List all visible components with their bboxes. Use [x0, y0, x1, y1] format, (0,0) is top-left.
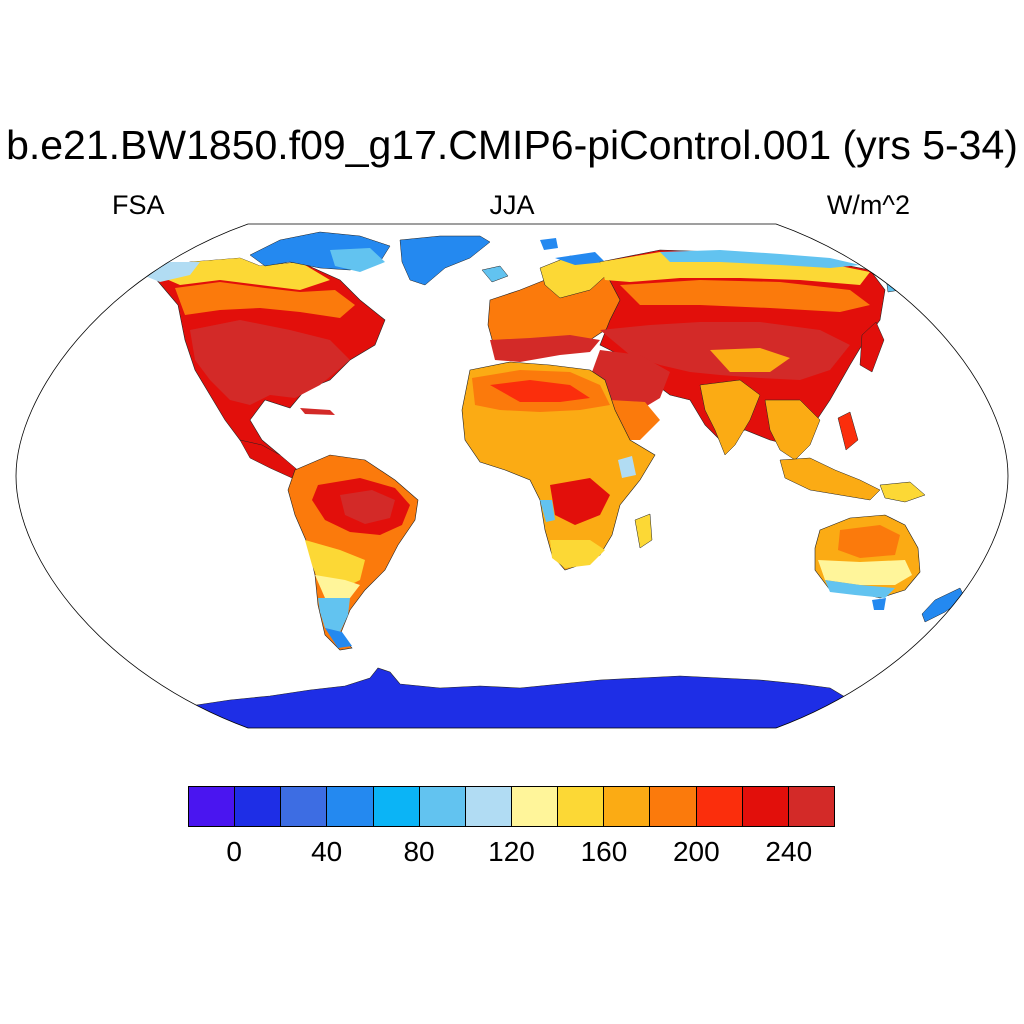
season-label: JJA	[489, 190, 535, 220]
patagonia-blue	[318, 598, 350, 632]
europe-south	[490, 335, 600, 362]
australia-hot	[838, 525, 900, 558]
colorbar-swatch	[189, 787, 236, 826]
siberia-north	[600, 252, 870, 285]
colorbar-swatch	[281, 787, 328, 826]
iceland	[481, 265, 509, 283]
colorbar	[188, 786, 835, 827]
north-america-south	[190, 320, 350, 405]
colorbar-tick-label: 0	[226, 836, 242, 867]
north-america-mid	[175, 282, 355, 318]
indonesia	[779, 457, 881, 501]
patagonia-tip	[325, 628, 352, 648]
alaska-pale	[140, 262, 200, 282]
colorbar-swatch	[650, 787, 697, 826]
south-america-pale	[315, 575, 360, 598]
africa-southwest-blue	[540, 500, 555, 522]
philippines	[837, 411, 859, 451]
new-zealand	[921, 587, 966, 623]
kamchatka	[884, 261, 906, 293]
colorbar-tick-labels: 0 40 80 120 160 200 240	[0, 836, 1024, 876]
sahara-hot	[490, 380, 590, 402]
colorbar-swatch	[742, 787, 789, 826]
tibet	[710, 348, 790, 372]
caribbean-islands	[300, 408, 335, 415]
scandinavia-north	[555, 252, 605, 265]
ethiopian-highlands	[618, 456, 636, 478]
africa-central-hot	[550, 478, 610, 525]
southeast-asia	[764, 399, 821, 461]
india	[699, 379, 761, 456]
amazon-core	[340, 490, 395, 524]
africa-south	[550, 540, 605, 568]
colorbar-tick-label: 80	[403, 836, 435, 867]
antarctica-region	[169, 667, 851, 728]
colorbar-swatch	[696, 787, 743, 826]
variable-label: FSA	[112, 190, 165, 220]
map-title: b.e21.BW1850.f09_g17.CMIP6-piControl.001…	[6, 122, 1018, 168]
siberia-coast	[660, 250, 860, 268]
colorbar-tick-label: 200	[672, 836, 720, 867]
colorbar-tick-label: 120	[488, 836, 535, 867]
colorbar-swatch	[465, 787, 512, 826]
map-fields	[140, 231, 966, 728]
new-guinea	[879, 481, 926, 503]
australia-south-blue	[825, 580, 895, 598]
australia-south-pale	[818, 560, 912, 585]
siberia-mid	[620, 280, 870, 312]
tasmania	[872, 598, 886, 610]
central-america	[239, 439, 301, 479]
units-label: W/m^2	[826, 190, 910, 220]
colorbar-tick-label: 240	[765, 836, 813, 867]
colorbar-swatch	[511, 787, 559, 826]
colorbar-swatch	[373, 787, 420, 826]
japan	[859, 321, 885, 373]
colorbar-swatch	[419, 787, 466, 826]
colorbar-tick-label: 160	[580, 836, 628, 867]
colorbar-swatch	[788, 787, 834, 826]
svalbard	[540, 238, 558, 250]
map-outline	[15, 223, 1009, 729]
colorbar-swatch	[235, 787, 282, 826]
colorbar-swatch	[604, 787, 651, 826]
colorbar-swatch	[327, 787, 374, 826]
madagascar	[634, 513, 653, 549]
greenland	[399, 235, 491, 286]
colorbar-swatch	[558, 787, 605, 826]
colorbar-tick-label: 40	[311, 836, 343, 867]
arctic-islands-light	[330, 248, 385, 272]
